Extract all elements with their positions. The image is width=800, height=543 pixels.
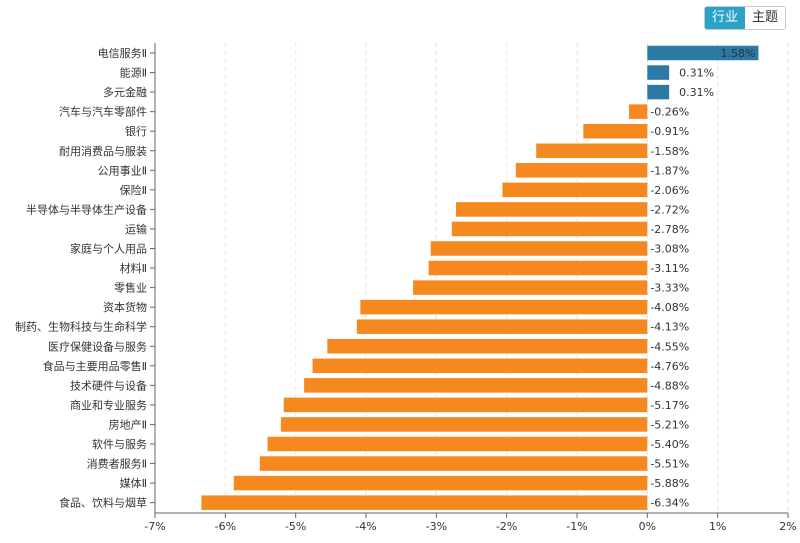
view-toggle: 行业 主题 [703,6,786,30]
value-label: -3.11% [650,262,689,275]
value-label: -1.87% [650,164,689,177]
category-label: 银行 [125,124,147,138]
category-label: 耐用消费品与服装 [59,144,147,158]
value-label: -1.58% [650,145,689,158]
category-label: 运输 [125,222,147,236]
value-label: -4.08% [650,301,689,314]
value-label: 0.31% [679,67,714,80]
value-label: -5.40% [650,438,689,451]
value-label: -4.88% [650,379,689,392]
category-label: 媒体Ⅱ [120,476,147,490]
category-label: 能源Ⅱ [120,66,147,80]
x-tick-label: 1% [709,520,726,533]
category-label: 技术硬件与设备 [70,378,147,392]
x-tick-label: -1% [566,520,587,533]
bar [536,143,648,158]
category-label: 材料Ⅱ [120,261,147,275]
bar [647,84,670,100]
value-label: -0.91% [650,125,689,138]
bar [647,45,759,61]
category-label: 多元金融 [103,85,147,99]
value-label: -6.34% [650,497,689,510]
bar [280,417,648,432]
value-label: -4.55% [650,340,689,353]
x-tick-label: -3% [426,520,447,533]
value-label: -4.76% [650,360,689,373]
category-label: 半导体与半导体生产设备 [26,202,147,216]
value-label: -4.13% [650,321,689,334]
category-label: 消费者服务Ⅱ [87,457,147,471]
x-tick-label: -7% [144,520,165,533]
category-label: 汽车与汽车零部件 [59,105,147,119]
bar [259,456,648,471]
category-label: 食品与主要用品零售Ⅱ [43,359,147,373]
bar [515,163,648,178]
category-label: 零售业 [114,281,147,295]
category-label: 制药、生物科技与生命科学 [15,320,147,334]
bar [413,280,648,295]
value-label: -2.78% [650,223,689,236]
bar [583,123,648,139]
value-label: 0.31% [679,86,714,99]
category-label: 公用事业Ⅱ [98,164,147,177]
bar [304,378,648,393]
category-label: 家庭与个人用品 [70,242,147,256]
value-label: 1.58% [721,47,756,60]
value-label: -5.17% [650,399,689,412]
bar [502,182,648,198]
bar [629,104,648,119]
bar [201,495,648,510]
category-label: 医疗保健设备与服务 [48,339,147,353]
value-label: -0.26% [650,106,689,119]
bar [267,436,648,452]
value-label: -2.06% [650,184,689,197]
category-label: 保险Ⅱ [120,183,147,197]
bar [327,339,648,354]
bar [233,475,648,491]
category-label: 电信服务Ⅱ [98,47,147,60]
bar [356,319,648,334]
x-tick-label: -6% [215,520,236,533]
bar [456,202,648,217]
bar [430,241,648,256]
x-tick-label: -4% [355,520,376,533]
value-label: -2.72% [650,203,689,216]
x-tick-label: -2% [496,520,517,533]
bar [283,397,648,413]
category-label: 食品、饮料与烟草 [59,496,147,510]
theme-tab[interactable]: 主题 [744,7,785,29]
category-label: 房地产Ⅱ [109,417,147,431]
category-label: 软件与服务 [92,437,147,451]
bar [428,260,648,276]
x-tick-label: 2% [779,520,796,533]
x-tick-label: 0% [639,520,656,533]
bar [451,221,648,237]
value-label: -3.33% [650,282,689,295]
value-label: -5.88% [650,477,689,490]
category-label: 资本货物 [103,300,147,314]
bar [647,65,670,80]
industry-tab[interactable]: 行业 [704,7,745,29]
bar [360,299,648,315]
category-label: 商业和专业服务 [70,398,147,412]
value-label: -3.08% [650,243,689,256]
bar [312,358,648,374]
value-label: -5.51% [650,458,689,471]
x-tick-label: -5% [285,520,306,533]
value-label: -5.21% [650,418,689,431]
